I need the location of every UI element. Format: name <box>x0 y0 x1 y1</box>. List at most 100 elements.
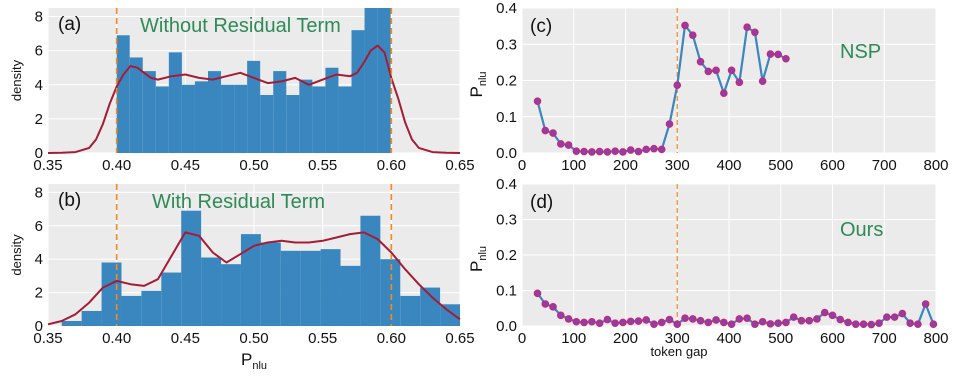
x-tick-label: 0.45 <box>171 330 200 347</box>
x-tick-label: 600 <box>820 157 845 174</box>
histogram-bar <box>320 249 341 326</box>
histogram-bar <box>141 290 162 326</box>
data-point <box>813 315 821 323</box>
data-point <box>619 318 627 327</box>
data-point <box>751 28 759 37</box>
x-tick-label: 500 <box>768 330 793 347</box>
data-point <box>688 31 697 39</box>
histogram-bar <box>360 215 381 326</box>
data-point <box>611 319 619 327</box>
histogram-bar <box>247 60 261 153</box>
x-tick-label: 0.40 <box>102 157 131 174</box>
data-point <box>727 66 736 75</box>
data-point <box>712 66 720 75</box>
data-point <box>727 320 736 329</box>
histogram-bar <box>400 295 421 326</box>
histogram-bar <box>420 287 441 326</box>
data-point <box>657 145 666 154</box>
y-axis-label-main: P <box>467 86 486 97</box>
histogram-bar <box>325 67 339 153</box>
data-point <box>774 319 782 327</box>
histogram-bar <box>116 35 130 154</box>
data-point <box>681 21 689 30</box>
x-tick-label: 100 <box>561 330 586 347</box>
data-point <box>735 315 744 323</box>
x-tick-label: 200 <box>613 330 638 347</box>
y-tick-label: 0.3 <box>496 212 517 229</box>
histogram-bar <box>340 265 361 326</box>
histogram-bar <box>440 304 460 326</box>
data-point <box>665 315 674 324</box>
data-point <box>696 316 705 325</box>
y-tick-label: 6 <box>35 218 43 235</box>
data-point <box>650 320 658 329</box>
data-point <box>836 315 845 324</box>
data-point <box>572 147 581 155</box>
histogram-bar <box>121 295 142 326</box>
panel-label: (b) <box>58 190 81 211</box>
data-point <box>626 146 635 154</box>
data-point <box>720 318 728 327</box>
data-point <box>851 320 860 329</box>
data-point <box>603 315 612 324</box>
y-tick-label: 0.0 <box>496 145 517 162</box>
data-point <box>557 311 565 320</box>
data-point <box>704 318 713 327</box>
x-tick-label: 800 <box>923 330 948 347</box>
histogram-bar <box>161 272 182 326</box>
data-point <box>533 289 542 298</box>
x-tick-label: 0.45 <box>171 157 200 174</box>
y-tick-label: 0.3 <box>496 36 517 53</box>
panel-b: 0.35 0.40 0.45 0.50 0.55 0.60 0.65 0 2 4 6 8 (b) With… <box>9 184 475 372</box>
kde-curve <box>47 231 461 326</box>
y-tick-label: 0.1 <box>496 283 517 300</box>
y-tick-label: 2 <box>35 111 43 128</box>
data-point <box>789 313 798 321</box>
data-point <box>619 148 627 156</box>
x-axis-label: Pnlu <box>241 350 267 372</box>
x-tick-label: 0.35 <box>33 157 62 174</box>
data-point <box>914 320 922 329</box>
data-point <box>712 316 720 324</box>
data-point <box>572 317 581 326</box>
histogram-bar <box>312 86 326 153</box>
data-point <box>595 319 604 327</box>
data-point <box>805 316 814 325</box>
x-tick-label: 0.65 <box>445 330 474 347</box>
x-axis-label-main: P <box>241 350 252 369</box>
data-point <box>642 145 651 154</box>
histogram-bar <box>168 52 182 154</box>
data-point <box>557 140 565 148</box>
histogram-bar <box>142 71 156 153</box>
data-point <box>743 314 751 322</box>
data-point <box>642 316 651 324</box>
data-point <box>704 67 713 76</box>
histogram-bar <box>201 257 222 326</box>
data-point <box>533 97 542 105</box>
histogram-bar <box>286 95 300 153</box>
data-point <box>766 50 775 58</box>
data-point <box>611 147 619 155</box>
data-point <box>541 126 550 135</box>
data-point <box>890 313 899 321</box>
data-point <box>751 320 759 329</box>
y-tick-label: 2 <box>35 285 43 302</box>
histogram-bar <box>221 84 235 153</box>
panel-annotation: With Residual Term <box>152 191 325 213</box>
histogram-bar <box>299 79 313 153</box>
x-tick-label: 0.50 <box>239 157 268 174</box>
data-point <box>820 308 829 317</box>
x-tick-label: 0.65 <box>445 157 474 174</box>
histogram-bar <box>181 84 195 153</box>
data-point <box>766 320 775 328</box>
data-point <box>634 317 643 325</box>
x-tick-label: 700 <box>872 330 897 347</box>
x-tick-label: 0.60 <box>377 330 406 347</box>
y-tick-label: 0.4 <box>496 176 517 193</box>
data-point <box>797 316 806 325</box>
x-tick-label: 0 <box>518 157 526 174</box>
panel-a: 0.35 0.40 0.45 0.50 0.55 0.60 0.65 0 2 4 6 8 (a) With… <box>9 8 475 174</box>
data-point <box>603 148 612 156</box>
x-tick-label: 100 <box>561 157 586 174</box>
